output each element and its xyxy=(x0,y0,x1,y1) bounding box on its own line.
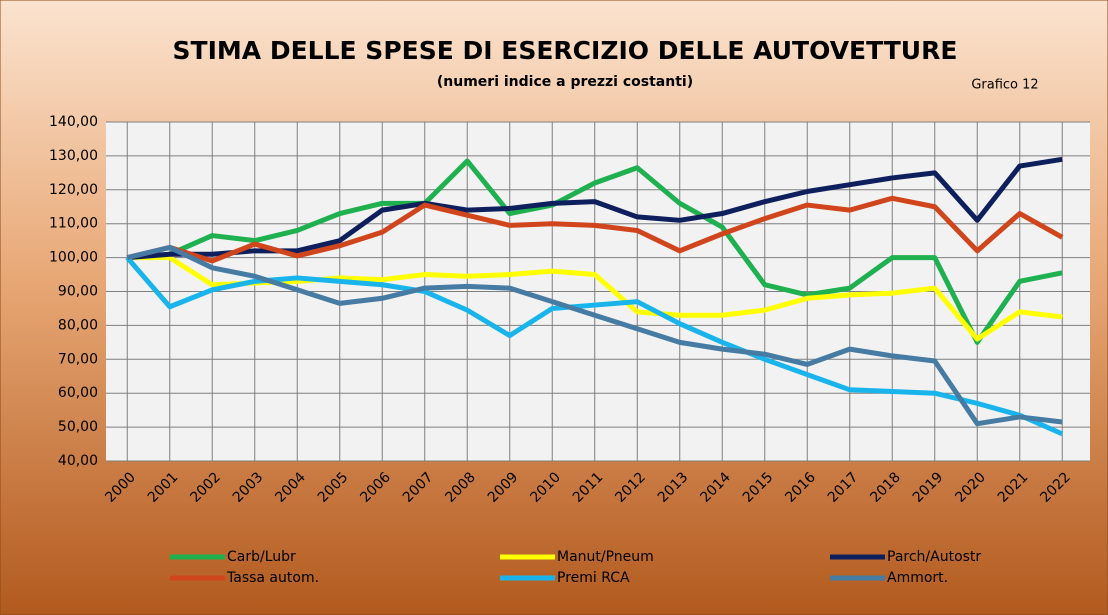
y-tick-label: 40,00 xyxy=(58,453,98,469)
series-line xyxy=(126,195,1064,264)
legend-label: Manut/Pneum xyxy=(557,549,654,565)
series-line xyxy=(127,255,1063,342)
y-tick-label: 90,00 xyxy=(58,284,98,300)
y-tick-label: 120,00 xyxy=(49,182,98,198)
legend-label: Parch/Autostr xyxy=(887,549,981,565)
legend-label: Ammort. xyxy=(887,570,948,586)
chart-subtitle: (numeri indice a prezzi costanti) xyxy=(437,74,693,90)
chart-title: STIMA DELLE SPESE DI ESERCIZIO DELLE AUT… xyxy=(173,36,958,65)
y-tick-label: 60,00 xyxy=(58,385,98,401)
legend-label: Tassa autom. xyxy=(226,570,319,586)
y-tick-label: 140,00 xyxy=(49,114,98,130)
series-line xyxy=(127,158,1063,345)
series-line xyxy=(125,255,1064,437)
y-tick-label: 50,00 xyxy=(58,419,98,435)
y-tick-label: 70,00 xyxy=(58,351,98,367)
legend-label: Carb/Lubr xyxy=(227,549,296,565)
y-tick-label: 130,00 xyxy=(49,148,98,164)
legend-label: Premi RCA xyxy=(557,570,630,586)
series-line xyxy=(126,244,1063,427)
y-tick-label: 100,00 xyxy=(49,250,98,266)
y-tick-label: 80,00 xyxy=(58,317,98,333)
annotation: Grafico 12 xyxy=(971,78,1038,93)
y-tick-label: 110,00 xyxy=(49,216,98,232)
